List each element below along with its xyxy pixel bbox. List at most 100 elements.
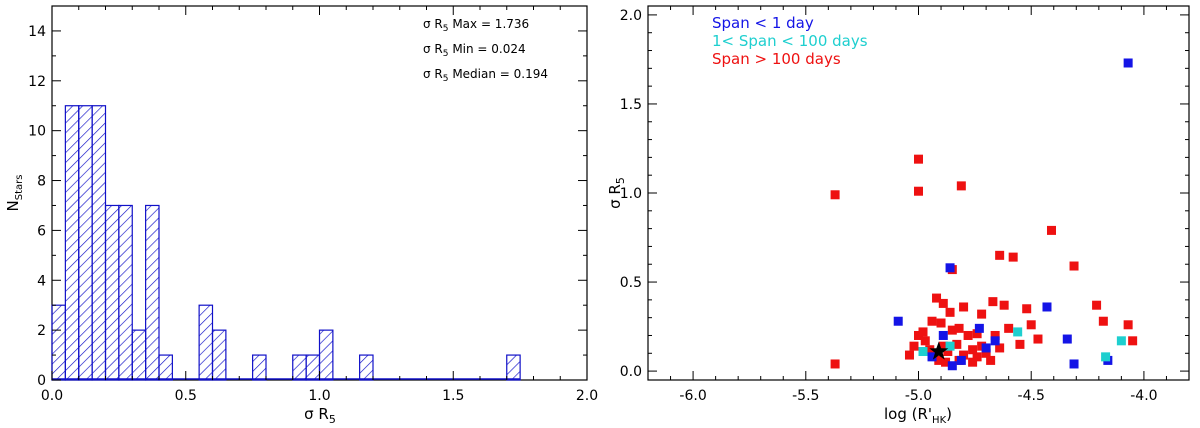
scatter-point bbox=[956, 355, 966, 365]
scatter-x-tick-label: -4.0 bbox=[1130, 388, 1157, 404]
histogram-bar bbox=[506, 354, 521, 381]
scatter-point bbox=[1008, 252, 1018, 262]
histogram-y-tick-label: 12 bbox=[28, 74, 46, 90]
histogram-bar bbox=[145, 204, 160, 381]
scatter-point bbox=[918, 347, 928, 357]
scatter-y-tick-label: 0.5 bbox=[620, 275, 642, 291]
scatter-x-tick-label: -4.5 bbox=[1018, 388, 1045, 404]
scatter-point bbox=[893, 316, 903, 326]
histogram-y-tick-label: 2 bbox=[37, 323, 46, 339]
scatter-point bbox=[1101, 352, 1111, 362]
scatter-point bbox=[914, 330, 923, 340]
histogram-y-axis-label: NStars bbox=[4, 175, 25, 212]
scatter-y-axis-label: σ R5 bbox=[606, 177, 627, 209]
scatter-point bbox=[1004, 323, 1014, 333]
scatter-point bbox=[938, 298, 948, 308]
histogram-axes: 0.0 0.5 1.0 1.5 2.0 0 2 4 6 8 10 12 14 bbox=[28, 6, 598, 404]
histogram-y-tick-label: 8 bbox=[37, 174, 46, 190]
histogram-y-tick-label: 6 bbox=[37, 223, 46, 239]
scatter-point bbox=[945, 341, 955, 351]
histogram-bars bbox=[51, 105, 521, 381]
scatter-point bbox=[934, 355, 944, 365]
histogram-x-axis-label: σ R5 bbox=[304, 405, 336, 426]
scatter-legend-entry: Span < 1 day bbox=[712, 14, 814, 32]
scatter-point bbox=[995, 250, 1005, 260]
scatter-point bbox=[830, 359, 840, 369]
scatter-point bbox=[1042, 302, 1052, 312]
scatter-point bbox=[945, 307, 955, 317]
scatter-x-tick-label: -6.0 bbox=[679, 388, 706, 404]
histogram-bar bbox=[252, 354, 267, 381]
scatter-point bbox=[1022, 304, 1032, 314]
histogram-y-tick-label: 0 bbox=[37, 373, 46, 389]
scatter-legend-entry: Span > 100 days bbox=[712, 50, 841, 68]
histogram-bar bbox=[104, 204, 120, 381]
scatter-point bbox=[1013, 327, 1023, 337]
scatter-y-tick-label: 2.0 bbox=[620, 8, 642, 24]
scatter-y-tick-label: 0.0 bbox=[620, 364, 642, 380]
scatter-point bbox=[956, 181, 966, 191]
scatter-point bbox=[1123, 58, 1133, 68]
scatter-point bbox=[968, 357, 978, 367]
scatter-point bbox=[1128, 336, 1138, 346]
scatter-point bbox=[830, 190, 840, 200]
scatter-points bbox=[830, 58, 1138, 371]
scatter-point bbox=[990, 330, 1000, 340]
scatter-point bbox=[938, 341, 948, 351]
scatter-chart: -6.0 -5.5 -5.0 -4.5 -4.0 0.0 0.5 1.0 1.5 2.0 σ R5… bbox=[606, 5, 1190, 426]
scatter-legend-entry: 1< Span < 100 days bbox=[712, 32, 868, 50]
scatter-point bbox=[1033, 334, 1043, 344]
histogram-bar bbox=[64, 105, 80, 381]
histogram-x-tick-label: 2.0 bbox=[576, 388, 598, 404]
scatter-point bbox=[1116, 336, 1126, 346]
scatter-point bbox=[904, 350, 914, 360]
histogram-y-tick-label: 4 bbox=[37, 273, 46, 289]
scatter-point bbox=[932, 293, 942, 303]
histogram-annotation: σ R5 Max = 1.736 bbox=[423, 17, 529, 34]
histogram-x-tick-label: 0.5 bbox=[175, 388, 197, 404]
histogram-bar bbox=[211, 329, 227, 381]
scatter-point bbox=[1098, 316, 1108, 326]
scatter-point bbox=[927, 352, 937, 362]
histogram-annotation: σ R5 Median = 0.194 bbox=[423, 67, 548, 84]
scatter-point bbox=[988, 297, 998, 307]
scatter-y-tick-label: 1.0 bbox=[620, 186, 642, 202]
scatter-point bbox=[995, 343, 1005, 353]
scatter-point bbox=[1046, 225, 1056, 235]
scatter-point bbox=[945, 263, 955, 273]
scatter-x-axis-label: log (R'HK) bbox=[884, 405, 952, 426]
histogram-bar bbox=[318, 329, 334, 381]
histogram-bar bbox=[359, 354, 374, 381]
histogram-y-tick-label: 10 bbox=[28, 124, 46, 140]
scatter-point bbox=[909, 341, 919, 351]
scatter-point bbox=[947, 325, 957, 335]
scatter-point bbox=[938, 330, 948, 340]
histogram-bar bbox=[118, 204, 133, 381]
scatter-point bbox=[959, 302, 969, 312]
scatter-highlight-star-icon bbox=[929, 341, 949, 360]
histogram-bar bbox=[51, 304, 66, 381]
scatter-point bbox=[981, 348, 991, 358]
scatter-point bbox=[999, 300, 1009, 310]
histogram-chart: 0.0 0.5 1.0 1.5 2.0 0 2 4 6 8 10 12 14 NStars σ R5 σ… bbox=[4, 5, 598, 426]
scatter-point bbox=[1069, 359, 1079, 369]
histogram-x-tick-label: 1.5 bbox=[442, 388, 464, 404]
scatter-point bbox=[914, 186, 923, 196]
scatter-point bbox=[918, 327, 928, 337]
histogram-bar bbox=[305, 354, 321, 381]
scatter-y-tick-label: 1.5 bbox=[620, 97, 642, 113]
histogram-bar bbox=[198, 304, 214, 381]
scatter-point bbox=[972, 352, 982, 362]
scatter-point bbox=[959, 350, 969, 360]
scatter-point bbox=[936, 318, 946, 328]
scatter-x-tick-label: -5.0 bbox=[905, 388, 932, 404]
scatter-point bbox=[920, 336, 930, 346]
histogram-bar bbox=[158, 354, 173, 381]
histogram-bar bbox=[78, 105, 93, 381]
histogram-y-tick-label: 14 bbox=[28, 24, 46, 40]
scatter-point bbox=[914, 154, 923, 164]
scatter-point bbox=[941, 357, 951, 367]
scatter-point bbox=[990, 336, 1000, 346]
